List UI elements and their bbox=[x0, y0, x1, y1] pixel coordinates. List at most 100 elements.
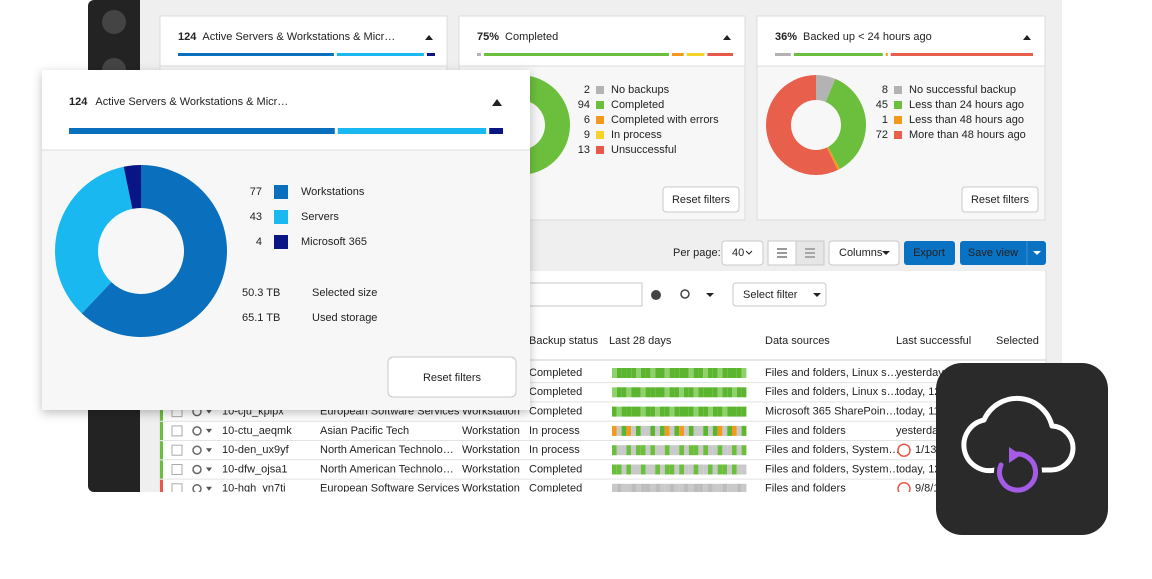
row-checkbox[interactable] bbox=[171, 483, 183, 494]
history-cell bbox=[732, 406, 737, 417]
history-cell bbox=[698, 464, 704, 475]
history-cell bbox=[640, 464, 646, 475]
gear-icon[interactable] bbox=[192, 464, 202, 475]
reset-button[interactable] bbox=[387, 356, 517, 398]
caret bbox=[206, 409, 212, 414]
legend-swatch bbox=[274, 185, 288, 199]
history-cell bbox=[621, 464, 627, 475]
status-stripe bbox=[160, 479, 163, 492]
row-checkbox[interactable] bbox=[171, 464, 183, 475]
gear-icon[interactable] bbox=[192, 426, 202, 436]
history-cell bbox=[621, 406, 627, 417]
progress-bar bbox=[336, 53, 424, 56]
history-cell bbox=[722, 387, 728, 398]
last-successful: today, 12 bbox=[896, 463, 940, 475]
donut-segment bbox=[123, 165, 141, 209]
history-cell bbox=[679, 406, 684, 417]
chevron bbox=[745, 250, 753, 255]
history-cell bbox=[669, 368, 675, 378]
select-filter-button[interactable] bbox=[732, 282, 827, 307]
progress-bar bbox=[426, 53, 435, 56]
history-cell bbox=[640, 406, 646, 417]
history-cell bbox=[727, 387, 732, 398]
history-cell bbox=[616, 406, 622, 417]
history-cell bbox=[621, 445, 627, 456]
history-cell bbox=[655, 464, 660, 475]
clear-icon[interactable] bbox=[651, 290, 661, 300]
per-page-label: Per page: bbox=[673, 247, 721, 259]
history-cell bbox=[664, 406, 670, 417]
legend-count: 72 bbox=[876, 129, 888, 141]
column-header: Last successful bbox=[896, 335, 971, 347]
history-cell bbox=[679, 425, 684, 436]
history-cell bbox=[712, 368, 718, 378]
history-cell bbox=[636, 425, 641, 436]
history-cell bbox=[655, 406, 660, 417]
history-cell bbox=[688, 368, 694, 378]
history-cell bbox=[674, 483, 680, 492]
donut-segment bbox=[81, 165, 228, 337]
history-cell bbox=[636, 464, 641, 475]
export-button[interactable] bbox=[904, 241, 955, 265]
history-cell bbox=[650, 445, 656, 456]
caret bbox=[882, 251, 890, 255]
history-cell bbox=[717, 368, 723, 378]
data-sources: Microsoft 365 SharePoin… bbox=[765, 406, 896, 418]
reset-button[interactable] bbox=[662, 186, 740, 213]
history-cell bbox=[712, 387, 718, 398]
history-cell bbox=[645, 445, 651, 456]
collapse-icon bbox=[723, 35, 731, 40]
reset-button[interactable] bbox=[961, 186, 1039, 213]
progress-bar bbox=[793, 53, 883, 56]
legend-swatch bbox=[596, 146, 604, 154]
per-page-select[interactable] bbox=[721, 240, 764, 266]
legend-count: 13 bbox=[578, 144, 590, 156]
history-cell bbox=[717, 387, 723, 398]
size-label: Selected size bbox=[312, 287, 377, 299]
device-type: Workstation bbox=[462, 463, 520, 475]
columns-button[interactable] bbox=[828, 240, 900, 266]
donut-segment bbox=[826, 146, 840, 171]
sync-arrowhead bbox=[1009, 447, 1021, 463]
device-name: 10-dfw_ojsa1 bbox=[222, 463, 287, 475]
history-cell bbox=[612, 483, 617, 492]
history-cell bbox=[655, 368, 660, 378]
history-cell bbox=[612, 387, 617, 398]
history-cell bbox=[717, 464, 723, 475]
history-cell bbox=[679, 483, 684, 492]
history-cell bbox=[631, 464, 636, 475]
progress-bar bbox=[686, 53, 705, 56]
export-label: Export bbox=[913, 247, 945, 259]
history-cell bbox=[684, 464, 689, 475]
search-icon[interactable] bbox=[680, 289, 690, 299]
caret bbox=[813, 293, 821, 297]
donut-segment bbox=[825, 78, 866, 169]
history-cell bbox=[741, 368, 747, 378]
save-view-button[interactable] bbox=[960, 241, 1046, 265]
history-cell bbox=[612, 368, 617, 378]
history-cell bbox=[703, 387, 708, 398]
last-successful: 1/13, bbox=[915, 444, 939, 456]
history-cell bbox=[722, 483, 728, 492]
history-cell bbox=[736, 483, 742, 492]
history-cell bbox=[727, 368, 732, 378]
history-cell bbox=[626, 425, 632, 436]
row-checkbox[interactable] bbox=[171, 444, 183, 456]
legend-count: 43 bbox=[250, 211, 262, 223]
history-cell bbox=[664, 387, 670, 398]
history-cell bbox=[717, 406, 723, 417]
history-cell bbox=[698, 483, 704, 492]
history-cell bbox=[703, 406, 708, 417]
row-checkbox[interactable] bbox=[171, 425, 183, 437]
gear-icon[interactable] bbox=[192, 484, 202, 493]
history-cell bbox=[669, 425, 675, 436]
cloud-icon bbox=[961, 395, 1076, 474]
sync-arrow bbox=[997, 451, 1038, 493]
card-count: 36% bbox=[775, 31, 797, 43]
history-cell bbox=[688, 445, 694, 456]
gear-icon[interactable] bbox=[192, 445, 202, 455]
legend-count: 77 bbox=[250, 186, 262, 198]
history-cell bbox=[650, 425, 656, 436]
legend-count: 6 bbox=[584, 114, 590, 126]
history-cell bbox=[660, 425, 665, 436]
